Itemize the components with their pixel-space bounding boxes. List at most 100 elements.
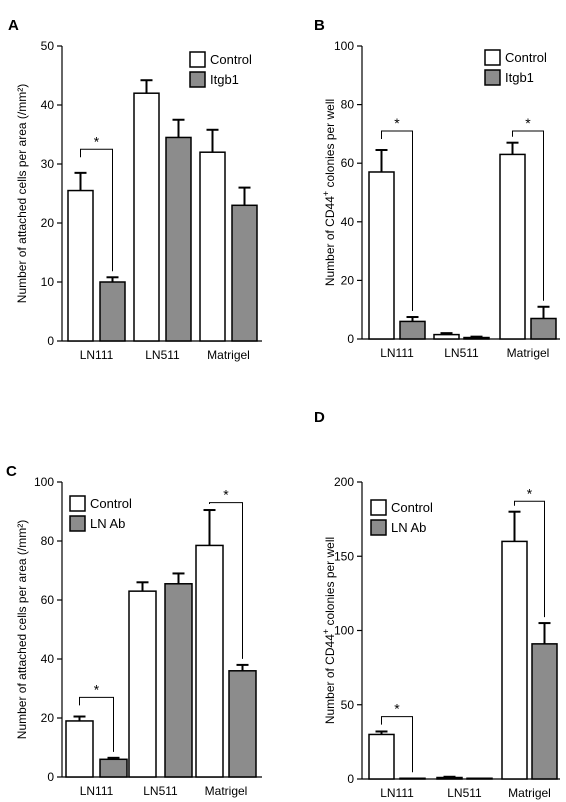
significance-bracket	[381, 130, 413, 312]
bar-itgb1-ln111	[99, 281, 126, 342]
x-category-label: LN111	[380, 786, 414, 800]
legend-swatch	[69, 495, 86, 512]
legend-swatch	[69, 515, 86, 532]
legend-label: Itgb1	[210, 72, 239, 87]
significance-label: *	[527, 485, 533, 501]
y-tick-label: 150	[334, 549, 354, 563]
legend-swatch	[189, 51, 206, 68]
legend-label: Control	[505, 50, 547, 65]
bar-ln-ab-ln511	[164, 583, 193, 778]
legend-label: Control	[90, 496, 132, 511]
significance-bracket	[79, 696, 114, 752]
bar-control-ln111	[368, 733, 395, 780]
significance-bracket	[514, 500, 545, 618]
chart-panel-c: C 0 20 40 60 80 100 Number of attached cells pe…	[6, 463, 262, 798]
bar-ln-ab-ln111	[99, 758, 128, 778]
y-tick-label: 30	[41, 157, 55, 171]
y-tick-label: 100	[334, 39, 354, 53]
y-tick-label: 40	[41, 652, 55, 666]
y-axis-title: Number of attached cells per area (/mm²)	[15, 520, 29, 739]
bar-control-ln111	[65, 720, 94, 778]
y-tick-label: 50	[341, 698, 355, 712]
legend-label: Control	[391, 500, 433, 515]
y-tick-label: 0	[47, 334, 54, 348]
significance-label: *	[394, 115, 400, 131]
panel-letter: A	[8, 17, 19, 34]
x-category-label: Matrigel	[205, 784, 248, 798]
panel-letter: B	[314, 17, 325, 34]
x-category-label: Matrigel	[508, 786, 551, 800]
bar-ln-ab-ln111	[399, 777, 426, 780]
legend-label: Control	[210, 52, 252, 67]
y-tick-label: 0	[47, 770, 54, 784]
legend-swatch	[484, 69, 501, 86]
significance-label: *	[394, 701, 400, 717]
bar-itgb1-matrigel	[231, 204, 258, 342]
significance-label: *	[525, 115, 531, 131]
y-tick-label: 20	[41, 711, 55, 725]
x-category-label: LN511	[143, 784, 178, 798]
x-category-label: Matrigel	[507, 346, 550, 360]
x-category-label: LN111	[80, 348, 114, 362]
x-category-label: LN111	[380, 346, 414, 360]
y-tick-label: 60	[41, 593, 55, 607]
y-axis-title: Number of attached cells per area (/mm²)	[15, 84, 29, 303]
y-tick-label: 80	[341, 98, 355, 112]
significance-bracket	[209, 502, 243, 659]
y-tick-label: 0	[347, 332, 354, 346]
x-category-label: Matrigel	[207, 348, 250, 362]
y-tick-label: 0	[347, 772, 354, 786]
bar-itgb1-ln511	[165, 136, 192, 342]
y-tick-label: 20	[41, 216, 55, 230]
chart-panel-d: D 0 50 100 150 200 Number of CD44+ colonies pe…	[314, 409, 560, 800]
bar-control-ln511	[133, 92, 160, 342]
significance-label: *	[94, 681, 100, 697]
bar-control-ln511	[128, 590, 157, 778]
y-tick-label: 100	[34, 475, 54, 489]
chart-panel-b: B 0 20 40 60 80 100 Number of CD44+ colonies pe…	[314, 17, 560, 360]
significance-label: *	[94, 133, 100, 149]
bar-control-matrigel	[195, 544, 224, 778]
bar-ln-ab-matrigel	[531, 643, 558, 780]
significance-bracket	[512, 130, 544, 301]
y-axis-title: Number of CD44+ colonies per well	[321, 99, 337, 286]
legend-swatch	[189, 71, 206, 88]
bar-control-matrigel	[199, 151, 226, 342]
x-category-label: LN111	[80, 784, 114, 798]
x-category-label: LN511	[447, 786, 482, 800]
significance-bracket	[381, 716, 413, 773]
bar-control-ln111	[368, 171, 395, 340]
bar-ln-ab-matrigel	[228, 670, 257, 778]
legend-swatch	[370, 499, 387, 516]
y-tick-label: 50	[41, 39, 55, 53]
bar-itgb1-matrigel	[530, 317, 557, 340]
legend-label: Itgb1	[505, 70, 534, 85]
y-tick-label: 40	[341, 215, 355, 229]
y-tick-label: 100	[334, 624, 354, 638]
y-tick-label: 10	[41, 275, 55, 289]
y-tick-label: 20	[341, 273, 355, 287]
legend-swatch	[484, 49, 501, 66]
bar-itgb1-ln111	[399, 320, 426, 340]
y-tick-label: 80	[41, 534, 55, 548]
chart-panel-a: A 0 10 20 30 40 50 Number of attached cells per…	[8, 17, 262, 362]
significance-label: *	[223, 487, 229, 503]
panel-letter: D	[314, 409, 325, 426]
legend-label: LN Ab	[90, 516, 125, 531]
significance-bracket	[80, 148, 113, 272]
bar-control-ln511	[433, 333, 460, 340]
y-tick-label: 200	[334, 475, 354, 489]
bar-ln-ab-ln511	[466, 777, 493, 780]
bar-control-ln111	[67, 189, 94, 342]
x-category-label: LN511	[444, 346, 479, 360]
x-category-label: LN511	[145, 348, 180, 362]
y-tick-label: 40	[41, 98, 55, 112]
bar-control-matrigel	[499, 153, 526, 340]
legend-label: LN Ab	[391, 520, 426, 535]
bar-itgb1-ln511	[463, 336, 490, 340]
panel-letter: C	[6, 463, 17, 480]
y-axis-title: Number of CD44+ colonies per well	[321, 537, 337, 724]
legend-swatch	[370, 519, 387, 536]
bar-control-matrigel	[501, 540, 528, 780]
